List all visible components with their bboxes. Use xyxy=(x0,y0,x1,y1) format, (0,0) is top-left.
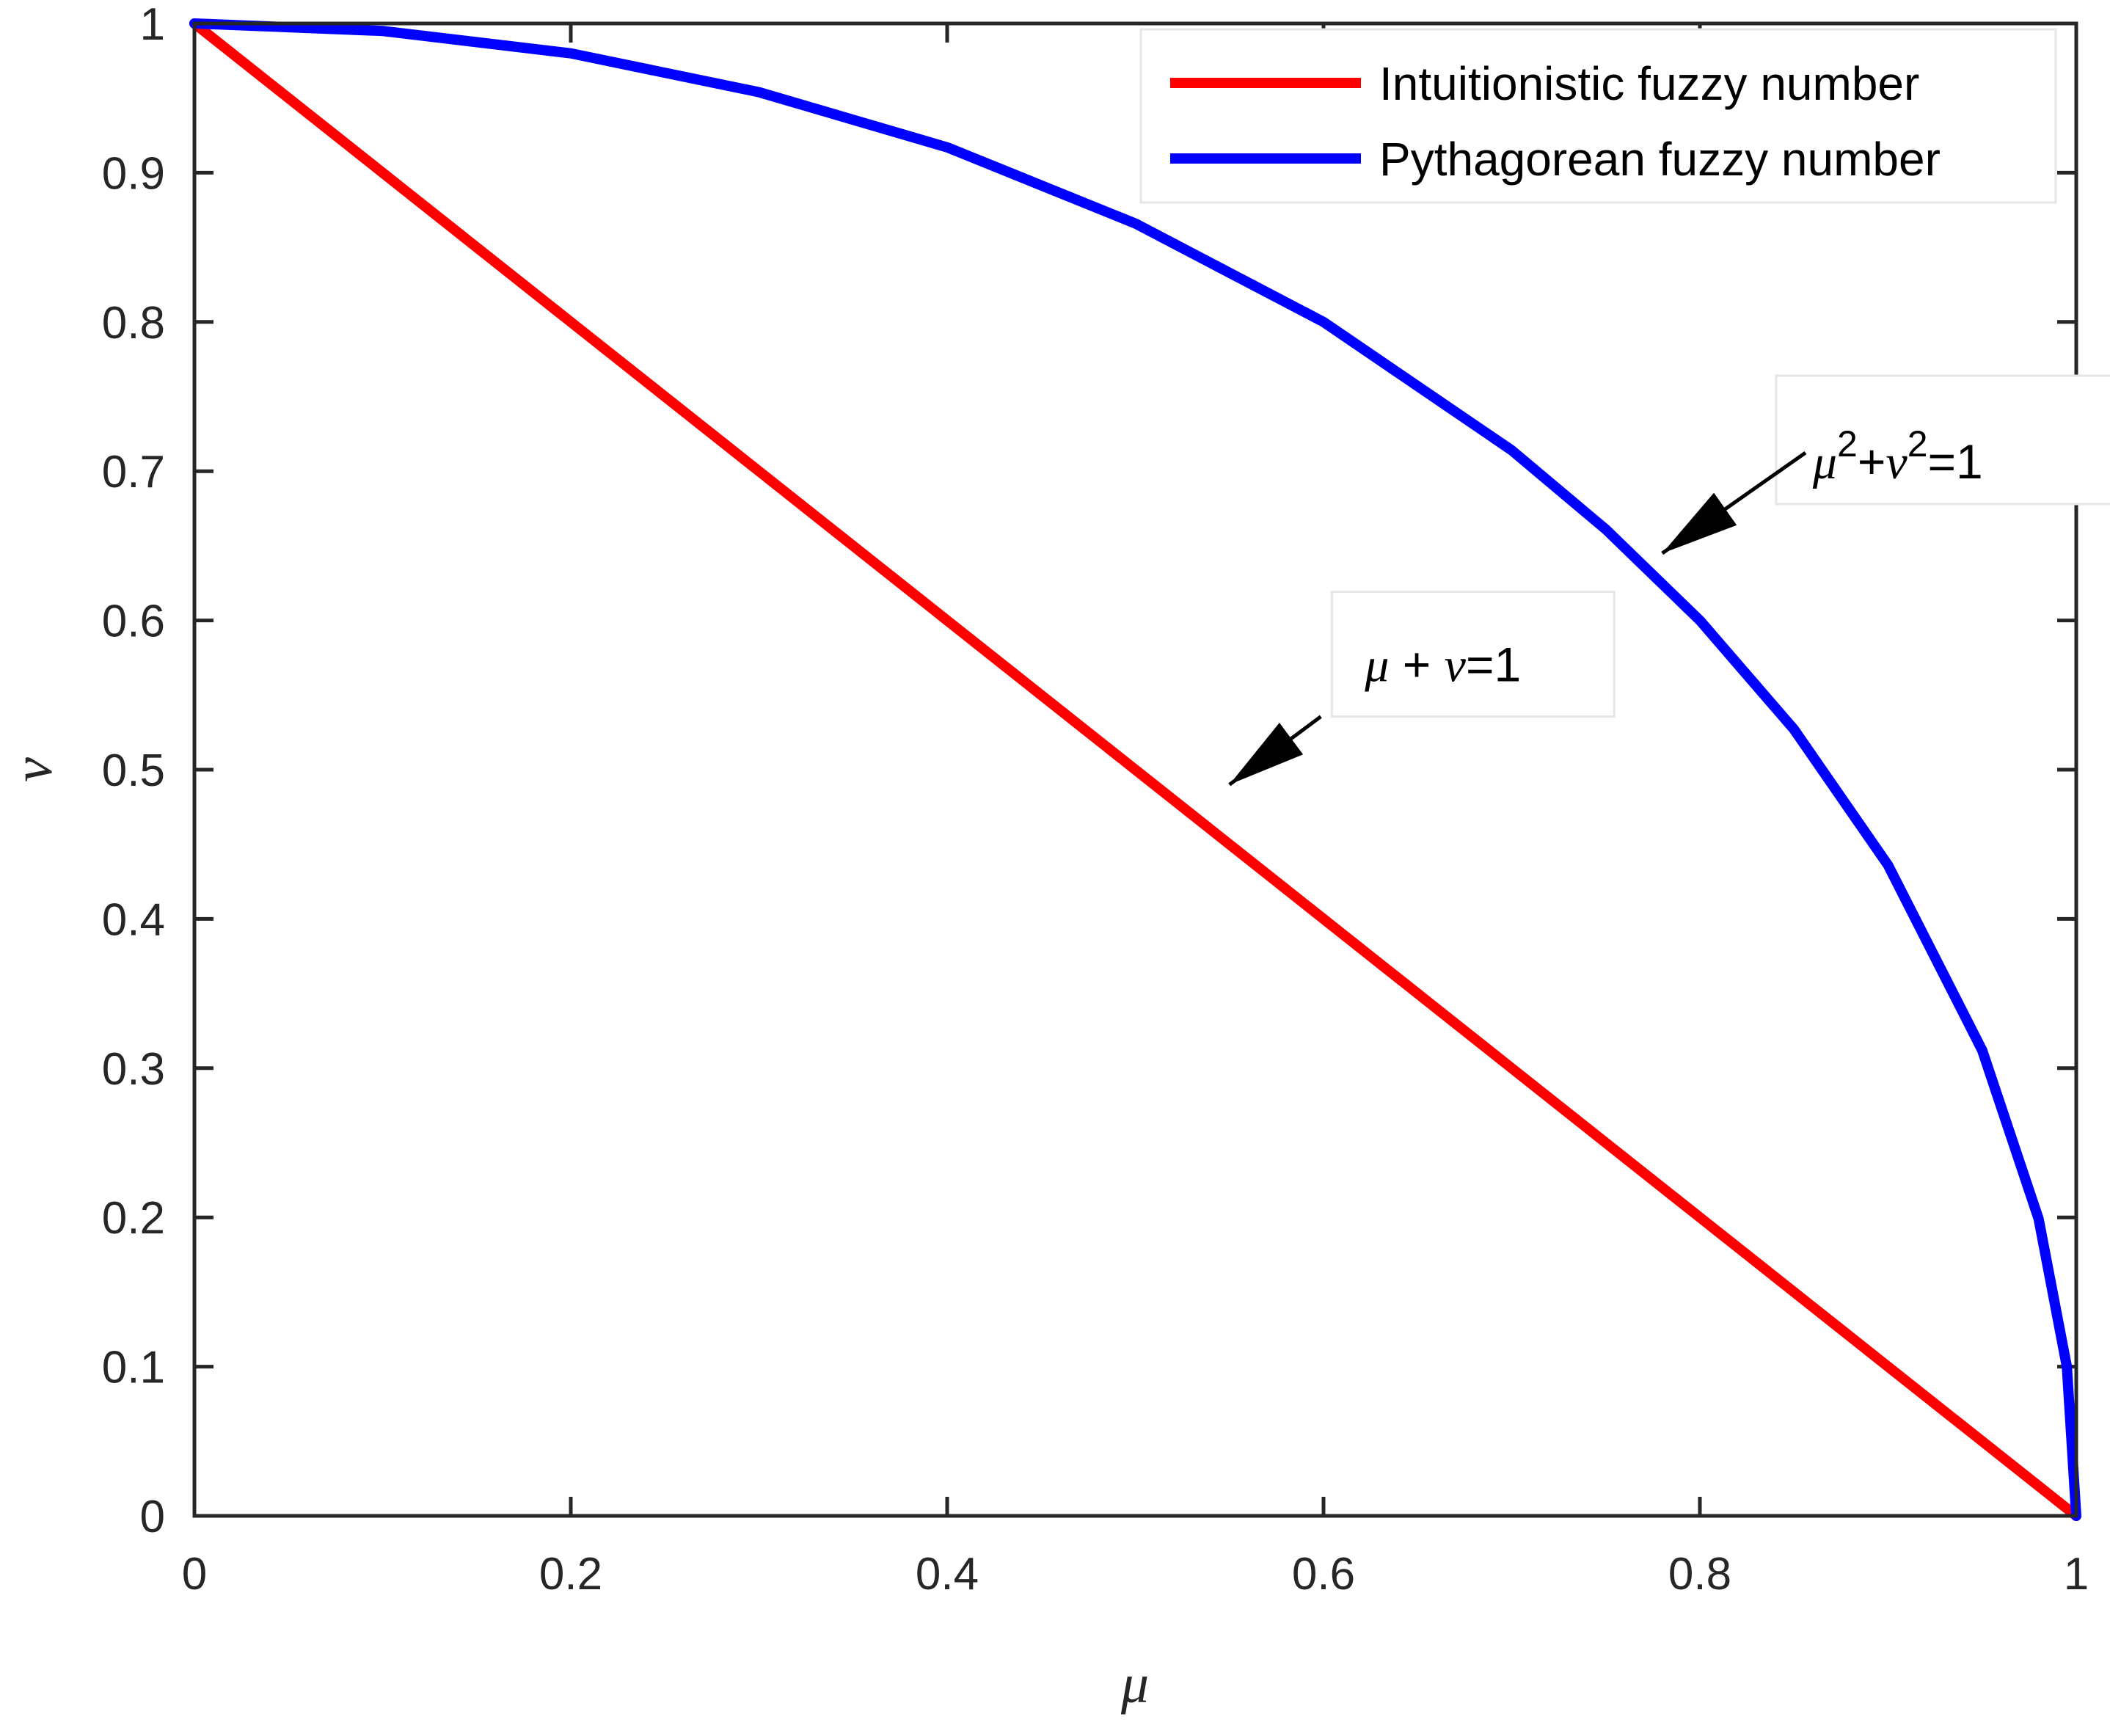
legend: Intuitionistic fuzzy number Pythagorean f… xyxy=(1139,28,2057,204)
x-tick-label: 0.6 xyxy=(1292,1549,1355,1600)
y-tick-label: 0.1 xyxy=(102,1343,165,1393)
annotation-box xyxy=(1775,374,2110,506)
series-line-1 xyxy=(189,18,2081,1521)
annotation-label-part: μ xyxy=(1364,639,1389,693)
legend-label: Intuitionistic fuzzy number xyxy=(1379,57,1919,110)
y-tick-label: 1 xyxy=(140,0,165,50)
legend-label: Pythagorean fuzzy number xyxy=(1379,133,1941,186)
annotation-label-part: + xyxy=(1389,638,1444,692)
y-tick-label: 0.3 xyxy=(102,1044,165,1095)
y-tick-label: 0.2 xyxy=(102,1193,165,1244)
x-tick-label: 1 xyxy=(2064,1549,2089,1600)
annotation-label-part: ν xyxy=(1445,639,1467,693)
x-tick-label: 0 xyxy=(182,1549,207,1600)
annotation-label-part: =1 xyxy=(1928,434,1983,489)
annotation-label-part: ν xyxy=(1886,436,1908,489)
axes-box xyxy=(192,21,2078,1518)
annotation-label-part: 2 xyxy=(1908,423,1928,464)
annotation-arrow-head xyxy=(1229,723,1304,785)
annotation-label-part: + xyxy=(1858,434,1886,489)
annotation-label-part: =1 xyxy=(1466,638,1521,692)
series-line-2 xyxy=(189,18,2081,1521)
x-tick-label: 0.2 xyxy=(539,1549,602,1600)
annotation-label-part: μ xyxy=(1812,436,1837,489)
annotation-label: μ2+ν2=1 xyxy=(1812,423,1983,489)
x-axis-title: μ xyxy=(1120,1653,1149,1715)
y-tick-label: 0.6 xyxy=(102,597,165,647)
annotation-label-part: 2 xyxy=(1837,423,1858,464)
annotation-box xyxy=(1330,591,1616,718)
annotations: μ + ν=1μ2+ν2=1 xyxy=(1228,374,2110,787)
y-tick-label: 0.4 xyxy=(102,894,165,945)
y-tick-label: 0.9 xyxy=(102,148,165,199)
y-axis-ticks: 0 0.1 0.2 0.3 0.4 0.5 0.6 0.7 0.8 0.9 1 xyxy=(102,0,2076,1542)
annotation-label: μ + ν=1 xyxy=(1364,638,1521,693)
x-tick-label: 0.8 xyxy=(1668,1549,1731,1600)
y-tick-label: 0.7 xyxy=(102,447,165,497)
legend-box xyxy=(1139,28,2057,204)
y-tick-label: 0 xyxy=(140,1492,165,1542)
annotation-arrow-head xyxy=(1662,492,1737,554)
y-tick-label: 0.5 xyxy=(102,745,165,796)
y-axis-title: ν xyxy=(2,757,64,782)
y-tick-label: 0.8 xyxy=(102,298,165,349)
series-group xyxy=(189,18,2081,1521)
x-tick-label: 0.4 xyxy=(916,1549,979,1600)
